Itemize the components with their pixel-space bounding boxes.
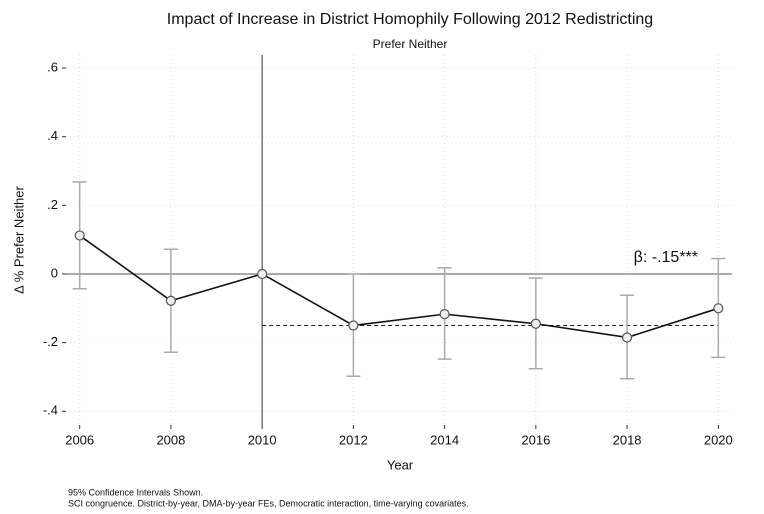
x-tick-label: 2006 <box>65 432 94 447</box>
y-tick-label: .4 <box>47 128 58 143</box>
chart-subtitle: Prefer Neither <box>373 37 448 51</box>
note: SCI congruence. District-by-year, DMA-by… <box>68 498 469 508</box>
marker <box>257 268 268 280</box>
y-tick-label: -.4 <box>43 403 58 418</box>
y-tick-label: 0 <box>51 265 58 280</box>
x-tick-label: 2020 <box>704 432 733 447</box>
annotation: β: -.15*** <box>634 249 698 266</box>
marker <box>621 332 633 343</box>
note: 95% Confidence Intervals Shown. <box>68 487 203 497</box>
y-axis-label: Δ % Prefer Neither <box>11 185 26 293</box>
x-tick-label: 2008 <box>156 432 185 447</box>
x-tick-label: 2014 <box>430 432 459 447</box>
y-tick-label: .6 <box>47 59 58 74</box>
marker <box>74 230 85 241</box>
chart-title: Impact of Increase in District Homophily… <box>167 11 653 28</box>
x-tick-label: 2010 <box>248 432 277 447</box>
y-tick-label: .2 <box>47 197 58 212</box>
marker <box>713 303 724 314</box>
marker <box>530 318 541 329</box>
x-tick-label: 2018 <box>613 432 642 447</box>
marker <box>165 295 177 306</box>
x-tick-label: 2016 <box>521 432 550 447</box>
line <box>79 234 719 339</box>
x-tick-label: 2012 <box>339 432 368 447</box>
y-tick-label: -.2 <box>43 334 58 349</box>
marker <box>439 309 450 320</box>
x-axis-label: Year <box>387 457 414 472</box>
marker <box>348 320 359 331</box>
